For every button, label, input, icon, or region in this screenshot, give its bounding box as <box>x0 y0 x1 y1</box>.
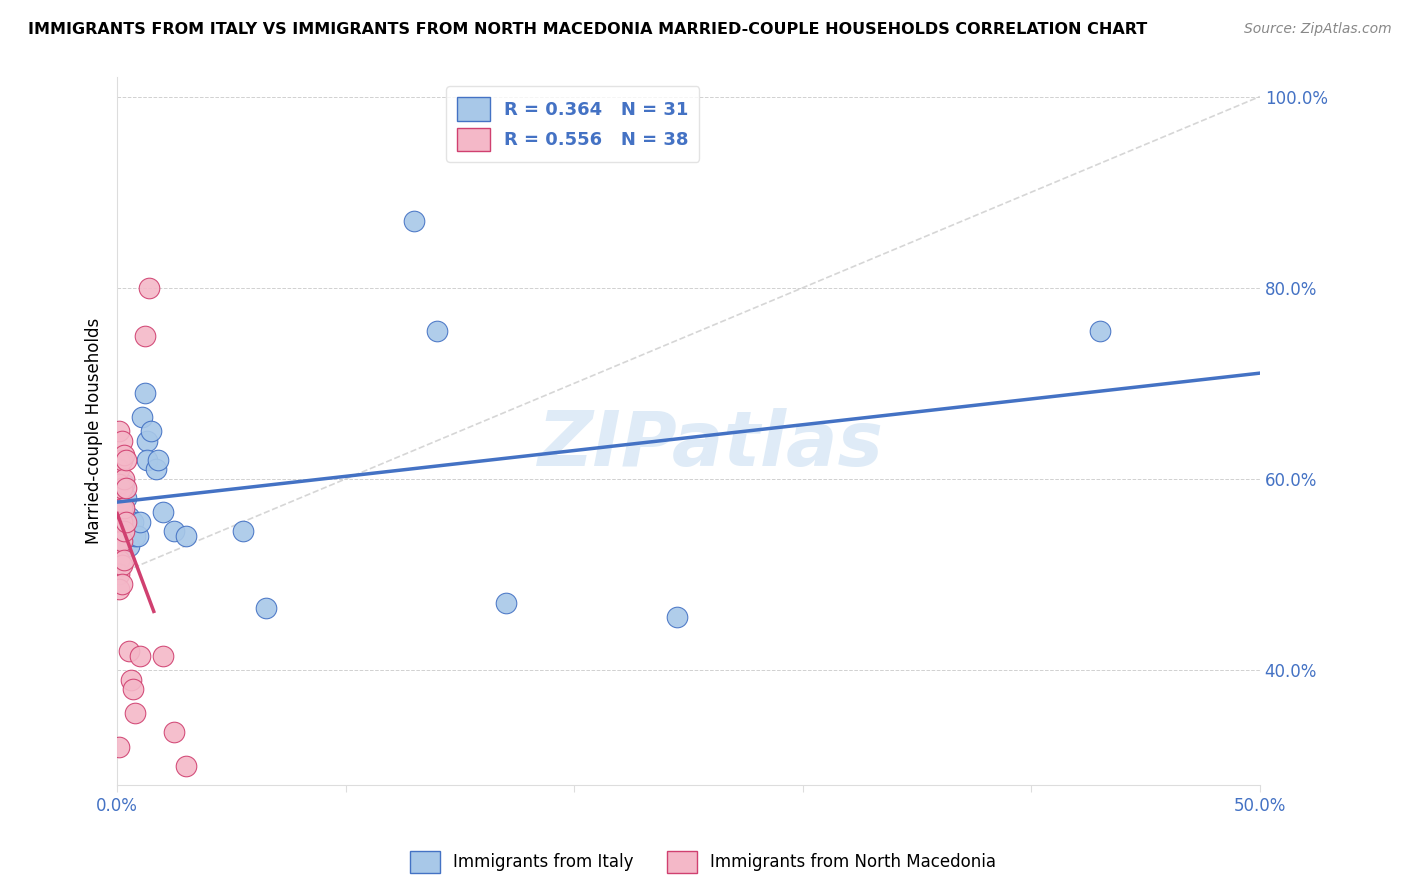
Point <box>134 328 156 343</box>
Point <box>111 452 134 467</box>
Legend: Immigrants from Italy, Immigrants from North Macedonia: Immigrants from Italy, Immigrants from N… <box>404 845 1002 880</box>
Text: ZIPatlas: ZIPatlas <box>538 409 884 483</box>
Point <box>129 515 152 529</box>
Point <box>108 582 131 596</box>
Point <box>495 596 517 610</box>
Point <box>254 601 277 615</box>
Point <box>108 476 131 491</box>
Point <box>108 515 131 529</box>
Point <box>108 739 131 754</box>
Point <box>404 214 426 228</box>
Point <box>111 534 134 549</box>
Point <box>163 725 186 739</box>
Point <box>108 553 131 567</box>
Point <box>1088 324 1111 338</box>
Point <box>135 434 157 448</box>
Point <box>122 682 145 697</box>
Point <box>124 706 146 720</box>
Point <box>111 515 134 529</box>
Text: IMMIGRANTS FROM ITALY VS IMMIGRANTS FROM NORTH MACEDONIA MARRIED-COUPLE HOUSEHOL: IMMIGRANTS FROM ITALY VS IMMIGRANTS FROM… <box>28 22 1147 37</box>
Point <box>124 529 146 543</box>
Point <box>117 644 139 658</box>
Point <box>127 529 149 543</box>
Point <box>112 524 135 539</box>
Point <box>174 758 197 772</box>
Point <box>112 524 135 539</box>
Point <box>134 385 156 400</box>
Point <box>148 452 170 467</box>
Point <box>108 534 131 549</box>
Y-axis label: Married-couple Households: Married-couple Households <box>86 318 103 544</box>
Point <box>111 515 134 529</box>
Point <box>117 510 139 524</box>
Point <box>122 515 145 529</box>
Point <box>111 500 134 515</box>
Text: Source: ZipAtlas.com: Source: ZipAtlas.com <box>1244 22 1392 37</box>
Point <box>163 524 186 539</box>
Point <box>152 648 174 663</box>
Point <box>112 472 135 486</box>
Point <box>112 553 135 567</box>
Point <box>108 534 131 549</box>
Point <box>131 409 153 424</box>
Point <box>111 558 134 572</box>
Point <box>174 529 197 543</box>
Point <box>426 324 449 338</box>
Point <box>117 539 139 553</box>
Point <box>129 648 152 663</box>
Point <box>111 482 134 496</box>
Point <box>108 462 131 476</box>
Point <box>152 505 174 519</box>
Point <box>111 577 134 591</box>
Point <box>108 505 131 519</box>
Point <box>111 496 134 510</box>
Point <box>112 448 135 462</box>
Point <box>141 424 163 438</box>
Point <box>111 434 134 448</box>
Point <box>108 424 131 438</box>
Point <box>112 476 135 491</box>
Legend: R = 0.364   N = 31, R = 0.556   N = 38: R = 0.364 N = 31, R = 0.556 N = 38 <box>446 87 699 161</box>
Point <box>115 491 138 505</box>
Point <box>232 524 254 539</box>
Point <box>666 610 689 624</box>
Point <box>120 673 142 687</box>
Point <box>145 462 167 476</box>
Point <box>138 281 160 295</box>
Point <box>108 452 131 467</box>
Point <box>108 496 131 510</box>
Point <box>115 482 138 496</box>
Point <box>135 452 157 467</box>
Point <box>115 515 138 529</box>
Point <box>112 500 135 515</box>
Point <box>115 452 138 467</box>
Point <box>108 567 131 582</box>
Point <box>108 524 131 539</box>
Point <box>120 515 142 529</box>
